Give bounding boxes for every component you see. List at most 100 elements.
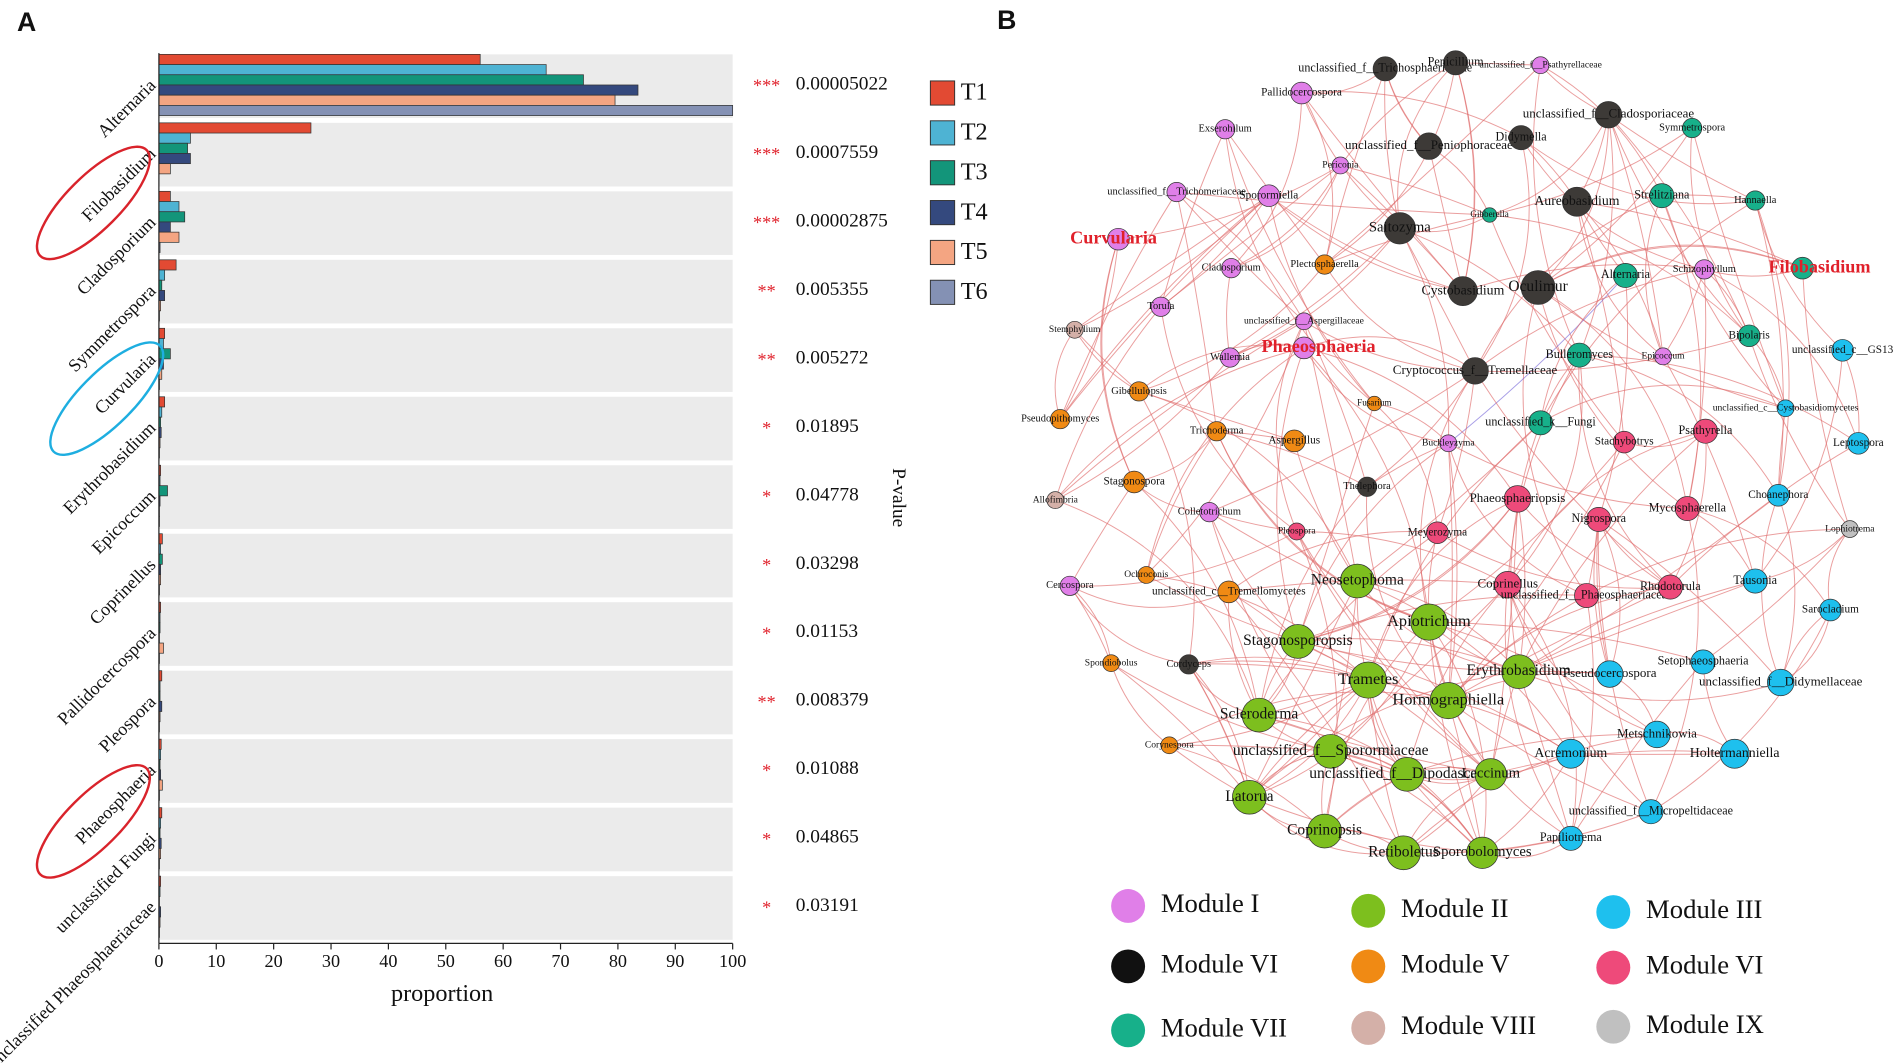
node [1349,661,1387,699]
node [1219,347,1241,368]
legend-label: T5 [961,238,988,265]
edge [1226,268,1232,358]
edge [1518,671,1572,839]
edge [1138,344,1305,392]
node [1461,357,1489,385]
node-label: Metschnikowia [1617,725,1697,740]
edge [1276,347,1305,642]
edge [1069,585,1189,665]
edge [1138,391,1195,665]
bar [158,105,734,116]
node [1791,256,1814,280]
node [1287,522,1306,541]
node-label: Mycosphaerella [1649,500,1727,514]
edge [1138,390,1358,582]
node-label: Fusarium [1357,398,1391,408]
legend-marker [1596,950,1631,985]
edge [1340,165,1490,216]
edge [1258,532,1438,716]
edge [1650,609,1831,813]
node-label: Lophiotrema [1825,523,1875,534]
bar [158,84,639,96]
edge [1489,114,1609,216]
edge [1324,62,1457,265]
edge [1138,264,1325,392]
node-label: Exserohilum [1198,124,1251,135]
node-label: Nigrospora [1571,511,1626,525]
node [1383,212,1416,245]
node [1439,434,1458,453]
node-label: Thelephora [1343,481,1391,492]
node [1566,342,1592,368]
node [1356,476,1378,497]
p-value: 0.0007559 [796,142,878,163]
legend-label: Module I [1161,888,1260,918]
edge [1518,580,1756,673]
node-label: unclassified_f__Psathyrellaceae [1479,59,1602,70]
edge [1301,91,1522,139]
edge [1802,268,1851,530]
edge [1399,228,1476,372]
bar [158,348,171,360]
node [1561,186,1592,217]
bar [158,396,166,408]
edge [1229,228,1401,359]
edge [1598,275,1629,520]
x-tick-label: 0 [154,951,163,971]
x-tick-label: 40 [379,951,397,971]
edge [1586,528,1850,596]
node [1694,259,1715,280]
node [1847,432,1870,455]
edge [1074,329,1140,392]
category-label: Alternaria [93,75,159,141]
p-value: 0.008379 [796,690,869,711]
edge [1339,62,1456,166]
node-label: Stachybotrys [1595,436,1654,448]
node-label: Cladosporium [1202,263,1261,274]
edge [1504,584,1572,839]
node-label: Bulleromyces [1546,347,1614,361]
node [1307,813,1342,849]
edge [1224,129,1375,404]
bar [158,642,164,654]
x-tick-label: 100 [719,951,746,971]
node-label: Corynespora [1145,740,1195,751]
edge [1447,443,1587,596]
node [1586,506,1612,532]
x-tick-label: 80 [609,951,627,971]
significance: *** [753,213,780,233]
legend-marker [1596,895,1631,929]
node-label: unclassified_f__Phaeosphaeriaceae [1501,587,1673,601]
node-label: unclassified_f__Trichosphaeriaceae [1298,61,1472,75]
edge [1228,531,1438,593]
edge [1437,532,1671,589]
node [1415,132,1443,160]
node-label: Leccinum [1461,766,1520,782]
edge [1570,753,1735,755]
node [1366,395,1382,412]
node [1555,738,1586,769]
node [1166,182,1187,203]
node [1059,575,1080,596]
edge [1228,591,1404,854]
node-label: unclassified_f__Aspergillaceae [1244,316,1364,327]
significance: *** [753,76,780,96]
legend-label: Module IX [1646,1009,1764,1039]
node [1426,521,1449,544]
edge [1146,574,1369,681]
edge [1074,329,1140,392]
edge [1069,585,1112,664]
edge [1608,114,1756,201]
edge [1324,264,1476,372]
node [1314,254,1335,275]
edge [1754,200,1784,496]
node-label: unclassified_f__Sporormiaceae [1233,742,1429,759]
edge [1209,370,1476,513]
node-label: Penicillium [1428,55,1484,69]
edge [1054,306,1162,501]
edge [1397,62,1456,229]
edge [1054,329,1076,420]
edge [1169,744,1331,752]
highlight-ellipse [35,764,152,879]
edge [1249,796,1483,854]
